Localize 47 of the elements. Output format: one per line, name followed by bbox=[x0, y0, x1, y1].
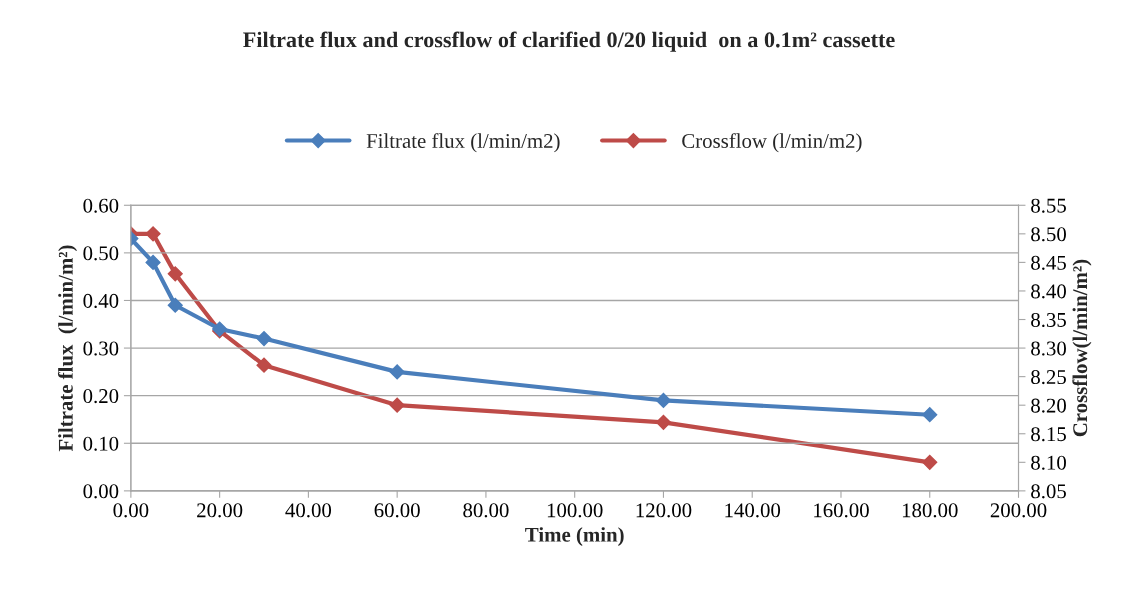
chart-title: Filtrate flux and crossflow of clarified 0/20 liquid on a 0.1m² cassette bbox=[243, 31, 895, 52]
x-tick-label: 180.00 bbox=[902, 503, 958, 518]
x-tick-label: 80.00 bbox=[463, 503, 509, 518]
y2-tick-label: 8.20 bbox=[1031, 398, 1066, 413]
x-tick-label: 20.00 bbox=[197, 503, 243, 518]
y-tick-label: 0.30 bbox=[83, 341, 119, 356]
point bbox=[145, 254, 161, 270]
y2-tick-label: 8.40 bbox=[1031, 284, 1066, 299]
y-tick-label: 0.40 bbox=[83, 293, 119, 308]
y2-tick-label: 8.30 bbox=[1031, 341, 1066, 356]
y-axis-title: Filtrate flux (l/min/m²) bbox=[57, 245, 78, 452]
x-tick-label: 100.00 bbox=[547, 503, 603, 518]
y2-tick-label: 8.10 bbox=[1031, 455, 1066, 470]
point bbox=[256, 357, 272, 373]
y2-tick-label: 8.05 bbox=[1031, 484, 1066, 499]
point bbox=[655, 414, 672, 430]
y-tick-label: 0.10 bbox=[83, 436, 119, 451]
y2-axis-title: Crossflow(l/min/m²) bbox=[1072, 259, 1092, 437]
y2-tick-label: 8.35 bbox=[1031, 312, 1066, 328]
x-axis-title: Time (min) bbox=[525, 527, 624, 547]
y2-tick-label: 8.15 bbox=[1031, 427, 1066, 442]
point bbox=[256, 330, 272, 347]
legend-label: Filtrate flux (l/min/m2) bbox=[366, 133, 560, 153]
y-tick-label: 0.00 bbox=[83, 484, 119, 499]
point bbox=[145, 226, 161, 242]
x-tick-label: 140.00 bbox=[725, 503, 781, 518]
x-tick-label: 60.00 bbox=[374, 503, 420, 518]
point bbox=[922, 407, 938, 423]
point bbox=[167, 297, 183, 313]
y2-tick-label: 8.25 bbox=[1031, 370, 1066, 385]
y2-tick-label: 8.50 bbox=[1031, 227, 1066, 242]
y2-tick-label: 8.45 bbox=[1031, 255, 1066, 270]
y2-tick-label: 8.55 bbox=[1031, 198, 1066, 213]
y-tick-label: 0.60 bbox=[83, 198, 119, 213]
x-tick-label: 200.00 bbox=[990, 503, 1047, 518]
x-tick-label: 40.00 bbox=[285, 503, 332, 518]
x-tick-label: 120.00 bbox=[636, 503, 692, 518]
y-tick-label: 0.50 bbox=[83, 246, 119, 261]
x-tick-label: 160.00 bbox=[814, 503, 869, 518]
point bbox=[389, 364, 405, 380]
point bbox=[167, 266, 183, 282]
y-tick-label: 0.20 bbox=[83, 389, 119, 404]
point bbox=[655, 392, 672, 409]
point bbox=[922, 454, 938, 470]
point bbox=[389, 397, 405, 413]
legend-label: Crossflow (l/min/m2) bbox=[682, 133, 862, 153]
x-tick-label: 0.00 bbox=[113, 503, 149, 518]
